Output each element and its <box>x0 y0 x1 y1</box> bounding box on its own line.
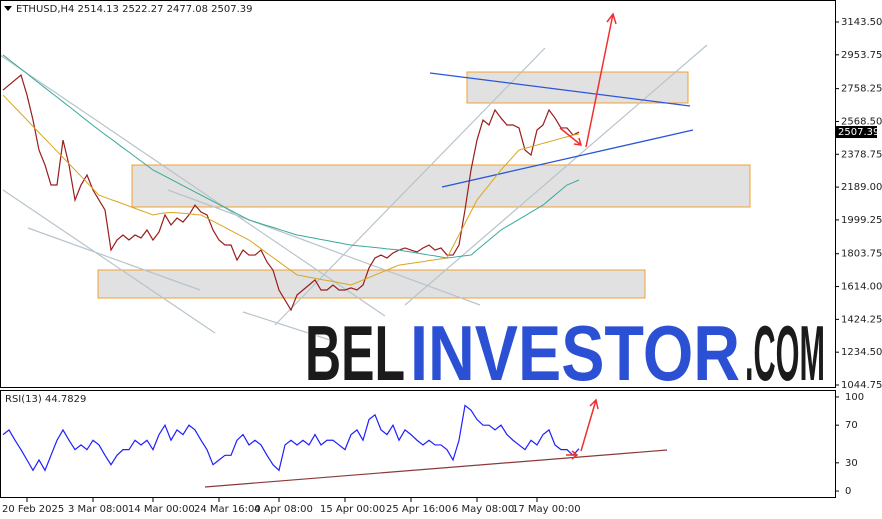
x-tick-label: 24 Mar 16:00 <box>194 504 261 515</box>
x-tick-label: 3 Mar 08:00 <box>68 504 128 515</box>
frame <box>0 0 836 498</box>
arrow <box>566 450 579 460</box>
y-tick-label: 1234.50 <box>841 347 882 358</box>
menu-icon[interactable] <box>4 6 12 11</box>
channel-line <box>404 44 708 306</box>
y-tick-label: 1614.00 <box>841 282 882 293</box>
y-tick-label: 2758.25 <box>841 84 882 95</box>
y-tick-label: 100 <box>845 392 864 403</box>
x-tick-label: 20 Feb 2025 <box>2 504 64 515</box>
rsi-panel-border <box>0 390 836 498</box>
watermark: BEL INVESTOR .COM <box>304 308 826 398</box>
arrow <box>580 398 599 452</box>
watermark-text: .COM <box>745 309 825 397</box>
rsi-title: RSI(13) 44.7829 <box>5 394 86 405</box>
forecast-arrows <box>204 12 668 488</box>
price-label-box <box>835 126 877 139</box>
y-tick-label: 1999.25 <box>841 215 882 226</box>
y-tick-label: 1803.75 <box>841 249 882 260</box>
trend-line <box>441 129 694 188</box>
y-tick-label: 30 <box>845 458 858 469</box>
watermark-text: BEL <box>305 309 405 397</box>
y-tick-label: 1424.25 <box>841 314 882 325</box>
y-tick-label: 70 <box>845 420 858 431</box>
y-tick-label: 2953.75 <box>841 50 882 61</box>
y-tick-label: 2568.50 <box>841 116 882 127</box>
x-tick-label: 15 Apr 00:00 <box>320 504 385 515</box>
watermark-text: INVESTOR <box>410 309 740 397</box>
rsi-line <box>2 404 580 472</box>
trend-line <box>0 54 386 317</box>
y-tick-label: 2189.00 <box>841 182 882 193</box>
moving-average <box>2 54 580 259</box>
chart-title: ETHUSD,H4 2514.13 2522.27 2477.08 2507.3… <box>16 4 253 15</box>
x-tick-label: 6 May 08:00 <box>452 504 514 515</box>
x-tick-label: 17 May 00:00 <box>512 504 581 515</box>
x-tick-label: 14 Mar 00:00 <box>128 504 195 515</box>
drawings <box>0 44 751 341</box>
x-tick-label: 25 Apr 16:00 <box>386 504 451 515</box>
arrow <box>585 12 617 148</box>
y-tick-label: 1044.75 <box>841 380 882 391</box>
y-tick-label: 2378.75 <box>841 149 882 160</box>
trend-line <box>27 227 201 291</box>
trend-line <box>429 72 691 107</box>
price-line <box>2 73 580 312</box>
arrow <box>559 127 583 146</box>
price-label: 2507.39 <box>838 127 879 138</box>
y-tick-label: 0 <box>845 486 851 497</box>
plot <box>2 54 580 472</box>
support-zone <box>97 269 646 299</box>
moving-average <box>2 94 580 286</box>
rsi-trend-line <box>204 449 668 488</box>
main-panel-border <box>0 0 836 388</box>
trend-line <box>2 189 216 334</box>
middle-zone <box>131 164 751 208</box>
resistance-zone <box>466 71 689 104</box>
x-tick-label: 4 Apr 08:00 <box>254 504 313 515</box>
trend-line <box>242 311 331 341</box>
y-tick-label: 3143.50 <box>841 17 882 28</box>
